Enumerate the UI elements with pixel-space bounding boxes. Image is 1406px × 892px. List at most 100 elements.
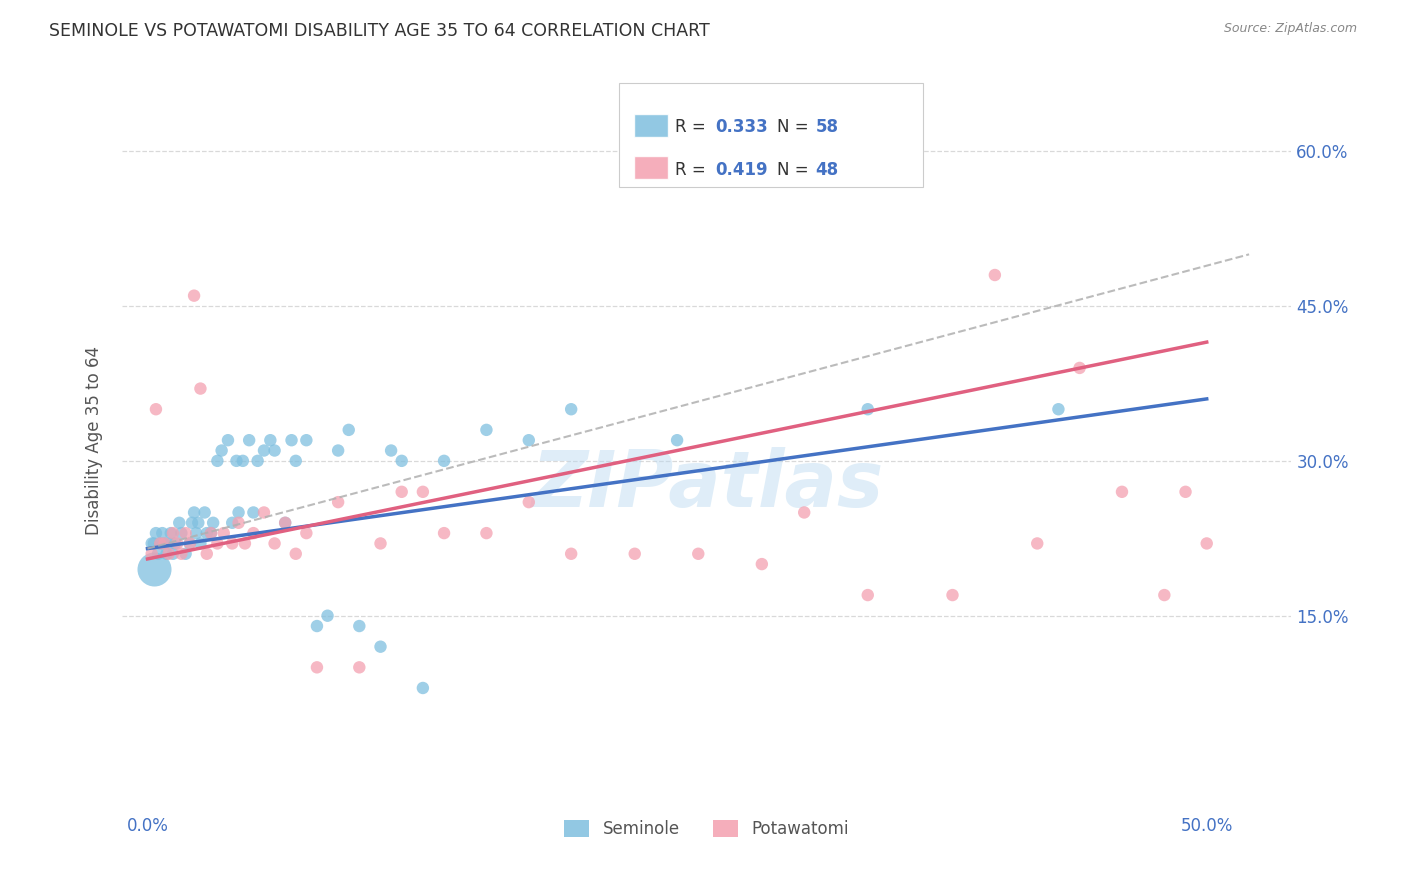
Point (228, 506, 250, 520)
Point (211, 443, 233, 458)
Point (316, 608, 339, 623)
Point (157, 536, 180, 550)
Point (391, 454, 413, 468)
Point (162, 547, 184, 561)
Point (142, 562, 165, 576)
Point (295, 526, 318, 541)
Point (560, 547, 582, 561)
Point (181, 516, 204, 530)
Point (145, 402, 167, 417)
Point (370, 640, 392, 654)
Point (232, 454, 254, 468)
Point (242, 526, 264, 541)
Point (183, 288, 205, 302)
Point (751, 557, 773, 571)
Text: N =: N = (778, 119, 814, 136)
Point (142, 536, 165, 550)
Point (984, 268, 1007, 282)
Point (941, 588, 963, 602)
Point (159, 526, 181, 541)
Point (1026, 536, 1049, 550)
Point (195, 526, 218, 541)
Point (170, 526, 193, 541)
Point (174, 526, 197, 541)
Point (200, 526, 222, 541)
Point (666, 433, 689, 447)
Legend: Seminole, Potawatomi: Seminole, Potawatomi (558, 813, 856, 845)
Point (246, 454, 269, 468)
Text: 0.333: 0.333 (714, 119, 768, 136)
Point (202, 516, 225, 530)
Point (183, 506, 205, 520)
Text: Source: ZipAtlas.com: Source: ZipAtlas.com (1223, 22, 1357, 36)
Point (153, 536, 176, 550)
Point (238, 433, 260, 447)
Point (337, 423, 360, 437)
Point (150, 526, 173, 541)
Text: 58: 58 (815, 119, 838, 136)
Point (263, 443, 285, 458)
Point (326, 443, 349, 458)
Point (149, 536, 172, 550)
Point (167, 516, 190, 530)
Point (194, 506, 217, 520)
Y-axis label: Disability Age 35 to 64: Disability Age 35 to 64 (86, 346, 103, 534)
Point (146, 547, 169, 561)
Point (856, 588, 879, 602)
Point (391, 484, 413, 499)
Point (166, 536, 188, 550)
Point (349, 660, 371, 674)
Point (1047, 402, 1070, 417)
Point (517, 433, 540, 447)
Point (305, 619, 328, 633)
Point (221, 536, 243, 550)
Point (233, 536, 256, 550)
Point (170, 547, 193, 561)
Point (263, 536, 285, 550)
Point (284, 547, 307, 561)
Point (217, 433, 239, 447)
Point (253, 506, 276, 520)
Point (186, 526, 208, 541)
Point (517, 495, 540, 509)
Point (155, 547, 177, 561)
Point (145, 526, 167, 541)
Point (433, 526, 456, 541)
Point (560, 402, 582, 417)
Point (174, 547, 197, 561)
Text: N =: N = (778, 161, 814, 178)
Point (190, 382, 212, 396)
Point (190, 536, 212, 550)
Point (380, 443, 402, 458)
Point (149, 536, 172, 550)
Point (305, 660, 328, 674)
Point (225, 454, 247, 468)
Point (207, 454, 229, 468)
Point (187, 516, 209, 530)
Point (370, 536, 392, 550)
Point (412, 681, 434, 695)
Point (475, 423, 498, 437)
Point (280, 433, 302, 447)
Point (242, 506, 264, 520)
FancyBboxPatch shape (634, 114, 668, 136)
Point (179, 536, 201, 550)
Point (412, 484, 434, 499)
Point (274, 516, 297, 530)
Point (1174, 484, 1197, 499)
Point (274, 516, 297, 530)
Point (141, 536, 163, 550)
Point (475, 526, 498, 541)
Point (856, 402, 879, 417)
Point (1153, 588, 1175, 602)
Point (195, 547, 218, 561)
Point (1195, 536, 1218, 550)
Point (793, 506, 815, 520)
FancyBboxPatch shape (619, 83, 924, 187)
Point (221, 516, 243, 530)
Text: 0.419: 0.419 (714, 161, 768, 178)
Text: R =: R = (675, 119, 711, 136)
Point (162, 526, 184, 541)
Point (295, 433, 318, 447)
Point (623, 547, 645, 561)
